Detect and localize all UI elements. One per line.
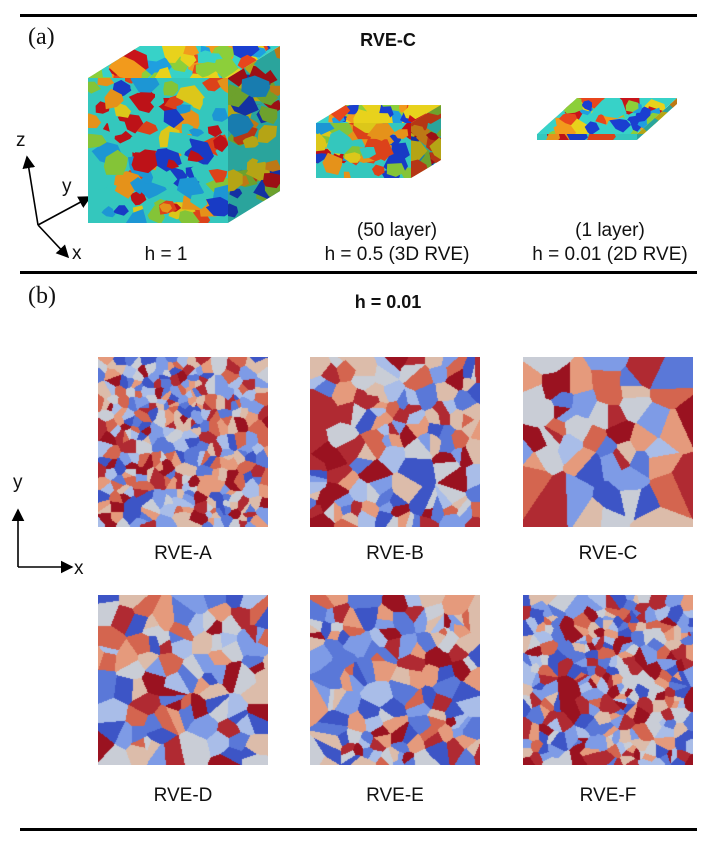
y-axis-label-2d: y [13,472,23,493]
caption-half: (50 layer) h = 0.5 (3D RVE) [325,219,470,267]
caption-half-line1: (50 layer) [356,220,438,241]
x-axis-label-2d: x [74,558,84,579]
map-label-rve-c: RVE-C [578,543,638,564]
panel-b-label: (b) [28,283,56,309]
cube-half-front-face [316,123,411,178]
axis-pair-2d [11,508,74,574]
bottom-rule [20,828,697,831]
map-label-rve-d: RVE-D [153,785,213,806]
x-axis-arrow [37,224,70,259]
axis-triad-3d [22,155,92,259]
panel-a-title: RVE-C [360,30,416,50]
cube-full-front-face [88,78,228,223]
z-axis-arrow [22,155,39,226]
middle-rule [20,271,697,274]
slice-front-face [537,134,637,140]
slice-top-face [537,98,677,134]
caption-full: h = 1 [145,243,188,267]
y-axis-arrow [37,196,92,226]
caption-slice-line2: h = 0.01 (2D RVE) [532,244,688,265]
map-label-rve-a: RVE-A [154,543,212,564]
caption-full-line1: h = 1 [144,244,188,265]
rve-cube-full [88,46,280,223]
rve-cube-half [316,105,441,178]
panel-a-label: (a) [28,24,55,50]
grain-map-rve-c [523,357,693,527]
grain-map-rve-e [310,595,480,765]
grain-map-rve-d [98,595,268,765]
map-label-rve-b: RVE-B [366,543,424,564]
panel-b-title: h = 0.01 [354,292,422,312]
rve-slice-2d [537,98,677,140]
caption-slice: (1 layer) h = 0.01 (2D RVE) [532,219,687,267]
y-axis-label: y [62,176,72,197]
cube-full-right-face [228,46,280,223]
map-label-rve-f: RVE-F [579,785,637,806]
grain-map-rve-f [523,595,693,765]
top-rule [20,14,697,17]
map-label-rve-e: RVE-E [366,785,424,806]
caption-half-line2: h = 0.5 (3D RVE) [324,244,470,265]
grain-map-rve-b [310,357,480,527]
grain-map-rve-a [98,357,268,527]
z-axis-label: z [16,130,26,151]
x-axis-label: x [72,243,82,264]
caption-slice-line1: (1 layer) [575,220,645,241]
